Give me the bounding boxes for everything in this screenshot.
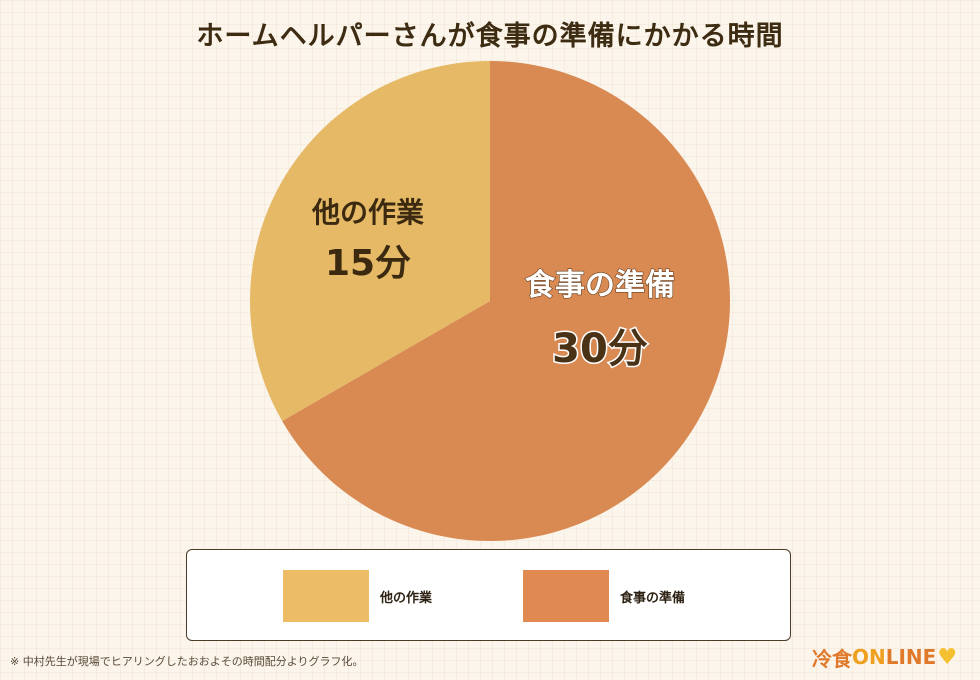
legend-swatch-other [283, 570, 369, 622]
pie-slice-0 [282, 61, 730, 541]
chart-title: ホームヘルパーさんが食事の準備にかかる時間 [196, 21, 784, 52]
legend-label-meal: 食事の準備 [620, 591, 686, 606]
footnote: ※ 中村先生が現場でヒアリングしたおおよその時間配分よりグラフ化。 [10, 655, 364, 668]
legend-label-other: 他の作業 [380, 591, 433, 606]
logo-line: LINE [885, 645, 937, 669]
logo-on: ON [852, 645, 886, 669]
logo: 冷食 ON LINE ♥ [812, 642, 957, 672]
heart-icon: ♥ [937, 644, 958, 670]
legend-swatch-meal [523, 570, 609, 622]
slice-value-0: 30分 [552, 326, 648, 372]
slice-value-1: 15分 [325, 243, 411, 284]
slice-label-0: 食事の準備 [525, 268, 675, 303]
pie-slice-1 [249, 61, 490, 421]
logo-kanji: 冷食 [812, 646, 852, 671]
legend: 他の作業 食事の準備 [186, 549, 791, 641]
slice-label-1: 他の作業 [311, 196, 424, 229]
